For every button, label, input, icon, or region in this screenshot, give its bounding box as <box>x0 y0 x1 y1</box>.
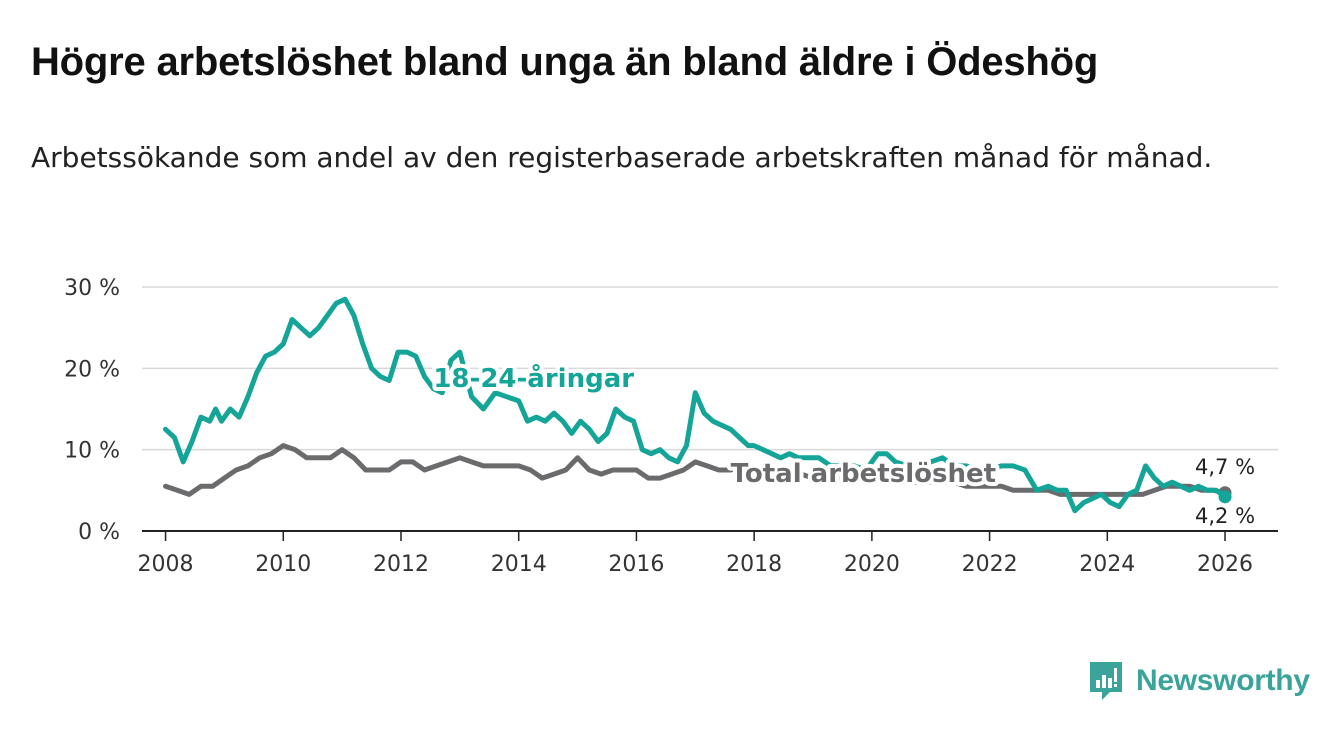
x-tick-label: 2020 <box>844 552 900 577</box>
series-line-youth <box>163 296 1228 514</box>
annotation-layer: 18-24-åringar Total arbetslöshet 4,7 % 4,2 … <box>429 358 1259 532</box>
x-tick-label: 2016 <box>608 552 664 577</box>
x-tick-label: 2010 <box>255 552 311 577</box>
series-line-total <box>163 443 1228 497</box>
x-tick-label: 2026 <box>1197 552 1253 577</box>
x-tick-label: 2024 <box>1079 552 1135 577</box>
y-tick-label: 30 % <box>64 276 120 301</box>
x-axis: 2008 2010 2012 2014 2016 2018 2020 2022 2024 2026 <box>138 530 1278 577</box>
end-value-label-total: 4,7 % <box>1195 455 1255 479</box>
x-tick-label: 2022 <box>962 552 1018 577</box>
newsworthy-logo-icon <box>1090 662 1122 700</box>
x-tick-label: 2012 <box>373 552 429 577</box>
series-layer <box>163 296 1232 514</box>
newsworthy-brand[interactable]: Newsworthy <box>1088 660 1310 702</box>
chart-subtitle: Arbetssökande som andel av den registerb… <box>31 141 1213 174</box>
series-label-total: Total arbetslöshet <box>731 459 996 489</box>
chart-title: Högre arbetslöshet bland unga än bland ä… <box>31 40 1099 84</box>
y-axis: 0 % 10 % 20 % 30 % <box>64 276 120 545</box>
end-value-label-youth: 4,2 % <box>1195 504 1255 528</box>
gridlines <box>142 286 1278 451</box>
y-tick-label: 0 % <box>78 520 120 545</box>
y-tick-label: 10 % <box>64 439 120 464</box>
x-tick-label: 2014 <box>491 552 547 577</box>
end-point-youth <box>1218 490 1232 504</box>
x-tick-label: 2008 <box>138 552 194 577</box>
x-tick-label: 2018 <box>726 552 782 577</box>
brand-name: Newsworthy <box>1136 664 1310 697</box>
y-tick-label: 20 % <box>64 357 120 382</box>
series-label-youth: 18-24-åringar <box>433 362 634 394</box>
